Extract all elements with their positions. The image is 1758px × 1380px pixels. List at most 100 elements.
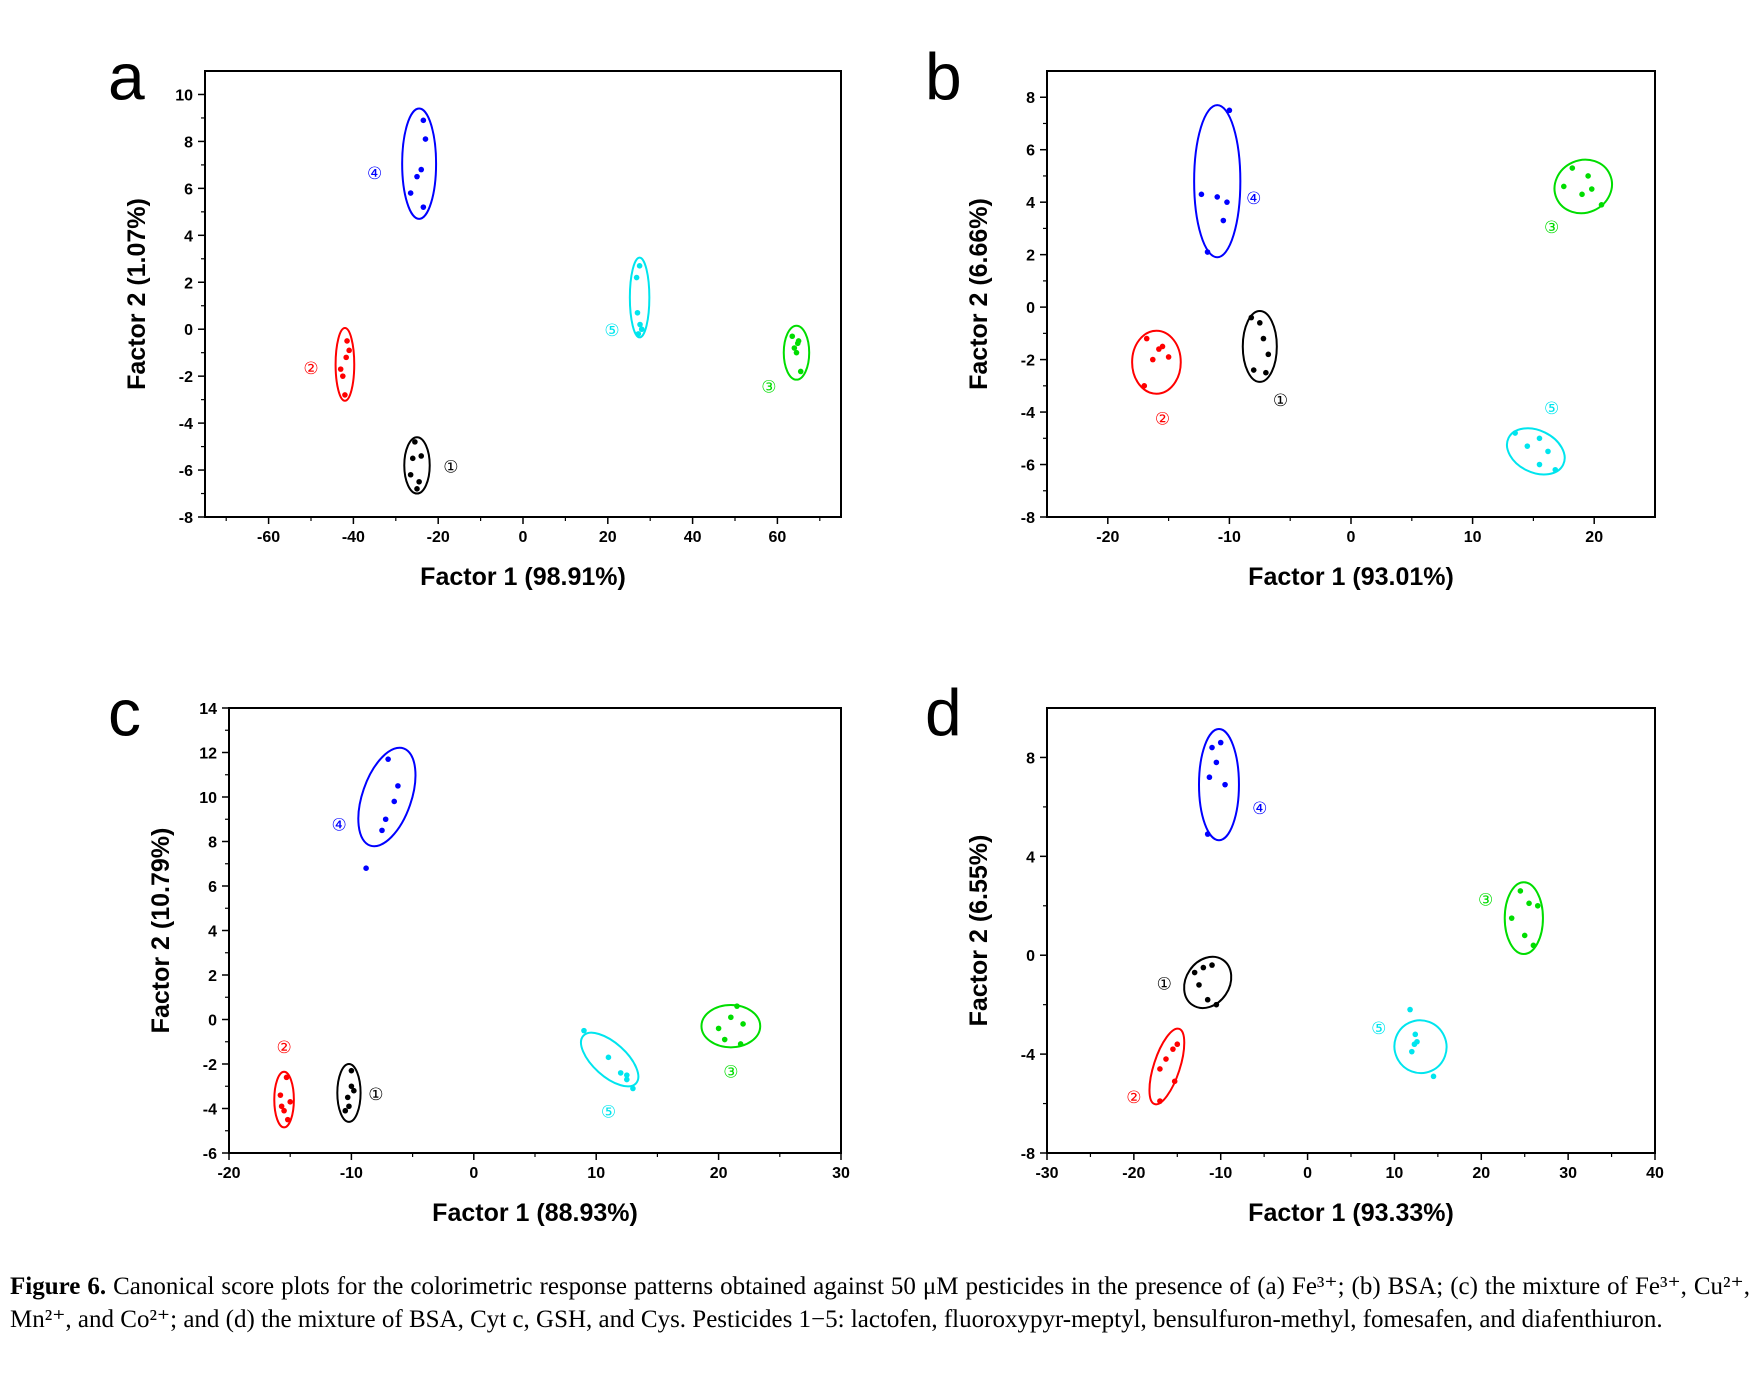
y-tick-label: -8: [179, 510, 193, 527]
group-1: ①: [403, 436, 459, 495]
group-2: ②: [303, 327, 356, 402]
data-point: [342, 392, 348, 398]
data-point: [337, 366, 344, 372]
data-point: [1204, 996, 1211, 1003]
y-tick-label: 4: [1026, 849, 1035, 866]
group-label: ③: [761, 378, 776, 398]
data-point: [1196, 982, 1202, 988]
data-point: [346, 347, 352, 354]
y-tick-label: 8: [208, 835, 217, 852]
y-tick-label: 2: [184, 275, 193, 292]
y-tick-label: 6: [208, 879, 217, 896]
x-tick-label: 0: [519, 529, 528, 546]
y-tick-label: 6: [184, 181, 193, 198]
data-point: [281, 1107, 287, 1114]
data-point: [1534, 902, 1541, 909]
data-point: [1214, 194, 1221, 200]
data-point: [617, 1070, 624, 1076]
figure-caption: Figure 6. Canonical score plots for the …: [10, 1270, 1750, 1336]
data-point: [789, 333, 796, 340]
data-point: [344, 338, 350, 344]
data-point: [737, 1041, 744, 1047]
data-point: [1508, 915, 1515, 921]
group-4: ④: [332, 746, 417, 871]
data-point: [1220, 217, 1227, 224]
data-point: [1248, 314, 1255, 321]
data-point: [1536, 461, 1543, 468]
data-point: [1263, 369, 1269, 376]
y-tick-label: 4: [184, 228, 193, 245]
data-point: [1536, 435, 1543, 442]
data-point: [1579, 191, 1585, 198]
group-label: ①: [1157, 974, 1172, 994]
data-point: [1521, 932, 1528, 939]
y-tick-label: -4: [1021, 405, 1035, 422]
panel-letter: b: [925, 39, 962, 113]
group-4: ④: [1193, 104, 1261, 259]
data-point: [1209, 744, 1215, 751]
x-axis-title: Factor 1 (98.91%): [420, 563, 626, 591]
cluster-ellipse: [628, 256, 651, 339]
data-point: [1217, 739, 1224, 746]
x-axis-title: Factor 1 (93.33%): [1248, 1199, 1454, 1227]
group-label: ①: [368, 1085, 383, 1105]
x-tick-label: 0: [1303, 1165, 1312, 1182]
data-point: [344, 1094, 351, 1101]
data-point: [385, 756, 391, 762]
cluster-ellipse: [401, 107, 438, 220]
y-tick-label: -8: [1021, 510, 1035, 527]
x-tick-label: -40: [342, 529, 365, 546]
data-point: [1204, 249, 1211, 255]
data-point: [422, 136, 429, 142]
group-3: ③: [1544, 158, 1613, 238]
y-tick-label: 0: [1026, 948, 1035, 965]
group-3: ③: [1478, 881, 1544, 955]
data-point: [1171, 1078, 1178, 1085]
data-point: [348, 1083, 355, 1090]
plot-frame: [204, 70, 842, 518]
group-label: ②: [1126, 1088, 1141, 1108]
x-tick-label: 0: [469, 1165, 478, 1182]
data-point: [420, 117, 427, 124]
group-5: ⑤: [604, 256, 651, 341]
data-point: [721, 1036, 728, 1043]
y-tick-label: 10: [199, 790, 217, 807]
data-point: [624, 1076, 630, 1083]
data-point: [1257, 320, 1263, 326]
data-point: [418, 166, 425, 173]
data-point: [342, 1107, 349, 1114]
data-point: [1157, 1098, 1163, 1104]
data-point: [728, 1014, 734, 1021]
x-tick-label: 30: [832, 1165, 850, 1182]
data-point: [346, 1103, 352, 1110]
data-point: [605, 1054, 612, 1061]
data-point: [343, 354, 349, 361]
data-point: [1250, 367, 1257, 373]
y-axis-title: Factor 2 (6.55%): [965, 835, 993, 1027]
group-label: ④: [1246, 189, 1261, 209]
group-label: ④: [367, 164, 382, 184]
cluster-ellipse: [1393, 1019, 1448, 1075]
data-point: [1170, 1046, 1176, 1052]
group-4: ④: [1198, 728, 1267, 842]
data-point: [734, 1003, 740, 1009]
cluster-ellipse: [334, 327, 356, 402]
group-label: ④: [332, 816, 347, 836]
group-label: ②: [276, 1038, 291, 1058]
y-tick-label: 12: [199, 746, 217, 763]
y-tick-label: 2: [208, 968, 217, 985]
data-point: [1157, 1066, 1163, 1072]
cluster-ellipse: [1131, 329, 1182, 395]
data-point: [340, 373, 346, 379]
data-point: [1174, 1041, 1181, 1048]
data-point: [1198, 191, 1205, 198]
x-tick-label: 60: [769, 529, 787, 546]
group-label: ③: [1544, 218, 1559, 238]
data-point: [1224, 199, 1230, 205]
group-label: ⑤: [1544, 399, 1559, 419]
x-tick-label: -30: [1035, 1165, 1058, 1182]
data-point: [1569, 165, 1576, 171]
data-point: [1545, 448, 1551, 455]
data-point: [794, 340, 801, 347]
